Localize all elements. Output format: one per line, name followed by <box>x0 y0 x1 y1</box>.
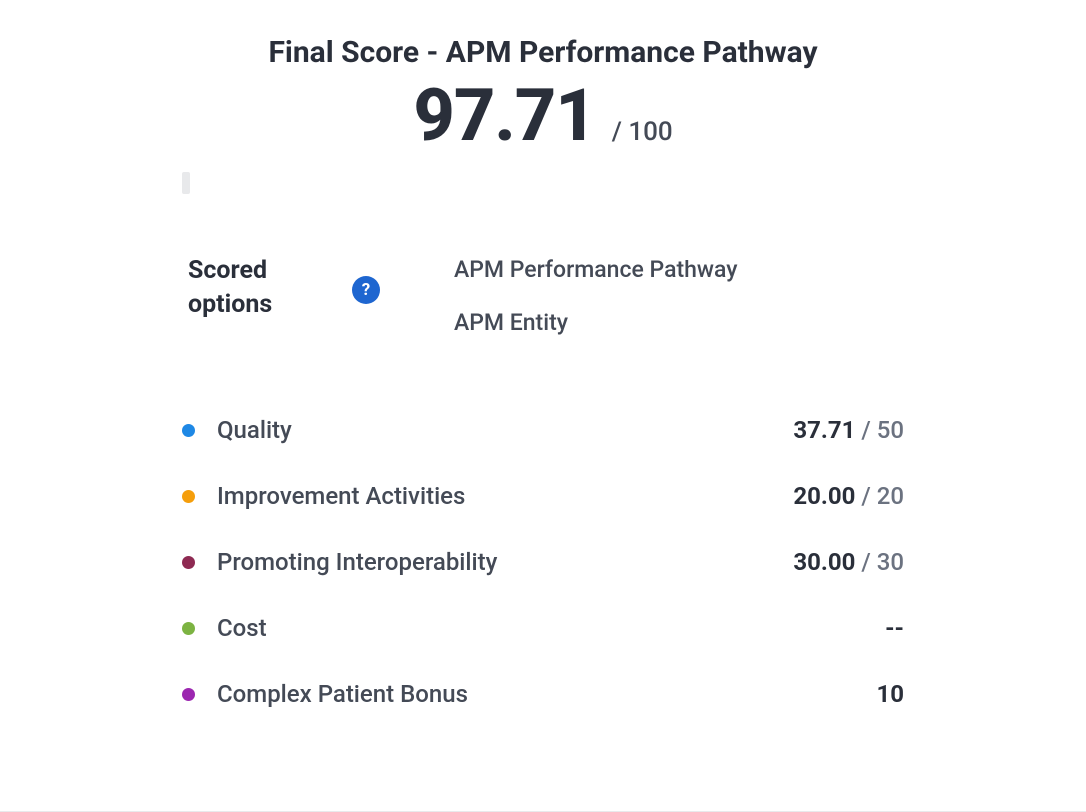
category-value: 20.00 <box>793 482 855 510</box>
category-row-cost: Cost -- <box>182 614 904 642</box>
category-row-quality: Quality 37.71 / 50 <box>182 416 904 444</box>
scored-options-section: Scored options ? APM Performance Pathway… <box>180 254 906 336</box>
category-value: 30.00 <box>793 548 855 576</box>
category-score: 37.71 / 50 <box>793 416 904 444</box>
category-value: -- <box>885 614 904 642</box>
help-icon[interactable]: ? <box>352 276 380 304</box>
category-max: / 30 <box>855 548 904 576</box>
category-value: 10 <box>876 680 904 708</box>
score-panel: Final Score - APM Performance Pathway 97… <box>0 0 1086 768</box>
category-name: Cost <box>217 614 267 642</box>
category-score: 30.00 / 30 <box>793 548 904 576</box>
category-left: Cost <box>182 614 267 642</box>
category-value: 37.71 <box>793 416 855 444</box>
dot-icon <box>182 424 195 437</box>
category-row-promoting-interoperability: Promoting Interoperability 30.00 / 30 <box>182 548 904 576</box>
dot-icon <box>182 688 195 701</box>
category-name: Quality <box>217 416 292 444</box>
category-list: Quality 37.71 / 50 Improvement Activitie… <box>180 416 906 708</box>
dot-icon <box>182 490 195 503</box>
category-score: -- <box>885 614 904 642</box>
category-max: / 50 <box>855 416 904 444</box>
final-score-max: / 100 <box>612 117 673 147</box>
mini-bar-indicator <box>182 172 190 194</box>
category-left: Complex Patient Bonus <box>182 680 468 708</box>
category-score: 10 <box>876 680 904 708</box>
category-score: 20.00 / 20 <box>793 482 904 510</box>
dot-icon <box>182 622 195 635</box>
category-left: Improvement Activities <box>182 482 465 510</box>
dot-icon <box>182 556 195 569</box>
page-title: Final Score - APM Performance Pathway <box>180 35 906 70</box>
category-left: Promoting Interoperability <box>182 548 497 576</box>
scored-option-item[interactable]: APM Entity <box>454 309 737 336</box>
category-row-complex-patient-bonus: Complex Patient Bonus 10 <box>182 680 904 708</box>
category-row-improvement-activities: Improvement Activities 20.00 / 20 <box>182 482 904 510</box>
scored-option-item[interactable]: APM Performance Pathway <box>454 256 737 283</box>
category-name: Promoting Interoperability <box>217 548 497 576</box>
category-left: Quality <box>182 416 292 444</box>
scored-options-label: Scored options <box>188 254 328 322</box>
category-max: / 20 <box>855 482 904 510</box>
final-score-value: 97.71 <box>413 80 595 152</box>
scored-options-list: APM Performance Pathway APM Entity <box>404 254 737 336</box>
category-name: Improvement Activities <box>217 482 465 510</box>
final-score: 97.71 / 100 <box>180 80 906 152</box>
category-name: Complex Patient Bonus <box>217 680 468 708</box>
